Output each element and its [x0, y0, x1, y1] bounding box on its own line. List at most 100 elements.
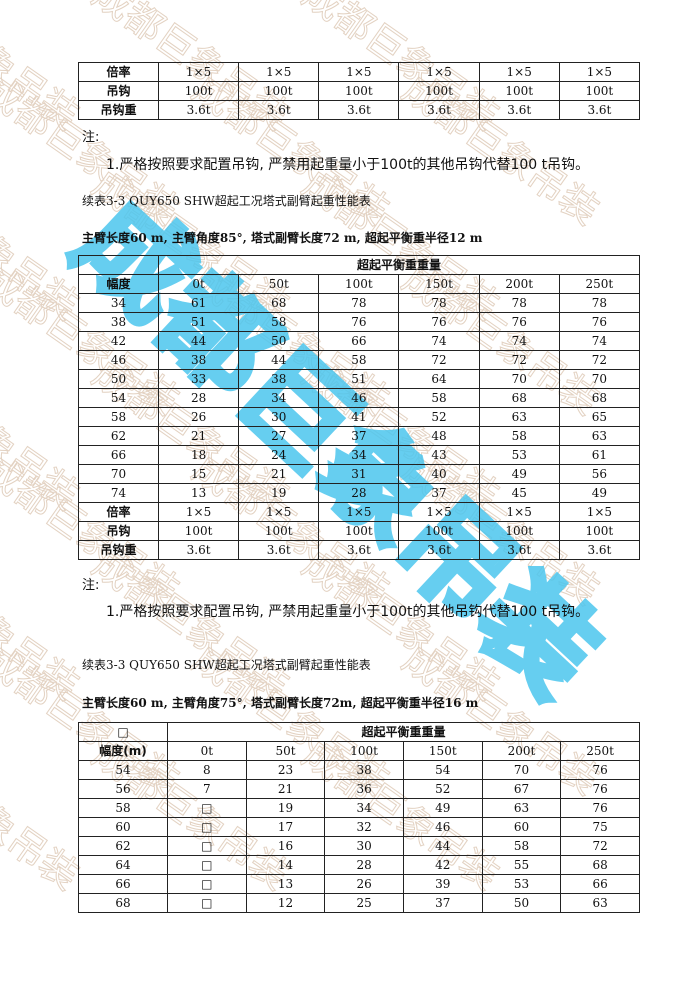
table-cell: 50t [245, 741, 326, 761]
table-row: 吊钩重 3.6t 3.6t 3.6t 3.6t 3.6t 3.6t [78, 540, 641, 560]
table-cell: 66 [318, 331, 400, 351]
table-cell: 75 [560, 817, 640, 837]
table-cell: 100t [157, 81, 240, 101]
table-cell: 200t [481, 741, 562, 761]
table-cell: 55 [481, 855, 562, 875]
table-cell: 45 [478, 483, 560, 503]
table-cell: 28 [157, 388, 240, 408]
table-cell: 3.6t [318, 100, 400, 120]
note-label: 注: [82, 130, 100, 145]
table-cell: 52 [398, 407, 480, 427]
table-row: 幅度(m) 0t 50t 100t 150t 200t 250t [78, 741, 640, 761]
table-cell: 74 [478, 331, 560, 351]
table-cell: 58 [78, 407, 159, 427]
table-cell: 50t [238, 274, 320, 294]
table-cell: 34 [324, 798, 404, 818]
table-cell: □ [167, 893, 247, 913]
load-chart-table-16m: □ 超起平衡重重量 幅度(m) 0t 50t 100t 150t 200t 250t 54 8 23 3… [78, 722, 640, 913]
table-cell: 超起平衡重重量 [158, 255, 640, 275]
table-cell: 78 [318, 293, 400, 313]
table-cell: 63 [478, 407, 560, 427]
table-cell: 38 [157, 350, 240, 370]
table-cell: 70 [558, 369, 641, 389]
table-cell: 幅度 [78, 274, 159, 294]
table-cell: 1×5 [478, 502, 560, 522]
table-row: 倍率 1×5 1×5 1×5 1×5 1×5 1×5 [78, 502, 641, 522]
table-cell: 200t [478, 274, 560, 294]
table-cell: 18 [157, 445, 240, 465]
table-cell: 44 [157, 331, 240, 351]
faint-watermark-text: 成都巨象吊装 [85, 541, 297, 708]
table-cell: 19 [238, 483, 320, 503]
table-cell: 1×5 [157, 62, 240, 82]
table-cell: 74 [398, 331, 480, 351]
table-cell: 14 [245, 855, 326, 875]
table-cell: 3.6t [478, 540, 560, 560]
table-cell: 56 [78, 779, 168, 799]
table-cell: 23 [245, 760, 326, 780]
table-cell: 40 [398, 464, 480, 484]
table-cell: 150t [398, 274, 480, 294]
table-cell: 34 [78, 293, 159, 313]
table-cell: 58 [238, 312, 320, 332]
table-cell: 100t [318, 274, 400, 294]
table-cell: 49 [558, 483, 641, 503]
note-text: 1.严格按照要求配置吊钩, 严禁用起重量小于100t的其他吊钩代替100 t吊钩… [106, 157, 590, 173]
table-cell: 8 [167, 760, 247, 780]
table-cell: 1×5 [318, 502, 400, 522]
table-cell: 68 [78, 893, 168, 913]
table-cell: 31 [318, 464, 400, 484]
table-cell: 100t [318, 81, 400, 101]
table-cell: 0t [167, 741, 247, 761]
table-cell: 52 [402, 779, 483, 799]
table-row: 吊钩重 3.6t 3.6t 3.6t 3.6t 3.6t 3.6t [78, 100, 641, 120]
table-cell: 吊钩 [78, 81, 159, 101]
table-cell: 3.6t [398, 100, 480, 120]
table-cell: 44 [402, 836, 483, 856]
table-cell: 100t [478, 521, 560, 541]
table-cell: 68 [238, 293, 320, 313]
table-cell: 25 [324, 893, 404, 913]
table-cell: 33 [157, 369, 240, 389]
table-cell: 100t [324, 741, 404, 761]
table-cell: 3.6t [238, 540, 320, 560]
faint-watermark-text: 成都巨象吊装 [295, 541, 507, 708]
table-cell: 43 [398, 445, 480, 465]
table-cell: 70 [78, 464, 159, 484]
table-cell: 67 [481, 779, 562, 799]
table-cell: 58 [481, 836, 562, 856]
table-cell: 70 [481, 760, 562, 780]
table-continuation-footer: 倍率 1×5 1×5 1×5 1×5 1×5 1×5 吊钩 100t 100t 100t 100t 10… [78, 62, 641, 120]
table-cell: 30 [324, 836, 404, 856]
table-cell: 54 [78, 760, 168, 780]
table-cell: 70 [478, 369, 560, 389]
table-cell: 1×5 [398, 502, 480, 522]
note-text: 1.严格按照要求配置吊钩, 严禁用起重量小于100t的其他吊钩代替100 t吊钩… [106, 604, 590, 620]
table-row: 66 18 24 34 43 53 61 [78, 445, 641, 465]
table-row: 68 □ 12 25 37 50 63 [78, 893, 640, 913]
table-cell: 60 [78, 817, 168, 837]
table-cell: 吊钩 [78, 521, 159, 541]
table-cell: 76 [398, 312, 480, 332]
table-cell: 100t [238, 81, 320, 101]
table-row: 62 21 27 37 48 58 63 [78, 426, 641, 446]
table-cell: 58 [318, 350, 400, 370]
table-cell: 56 [558, 464, 641, 484]
table-cell: 61 [157, 293, 240, 313]
table-cell: 63 [560, 893, 640, 913]
table-cell: 36 [324, 779, 404, 799]
table-row: 66 □ 13 26 39 53 66 [78, 874, 640, 894]
table-cell: 58 [78, 798, 168, 818]
table-cell: 78 [478, 293, 560, 313]
table-cell: 66 [78, 445, 159, 465]
table-row: 64 □ 14 28 42 55 68 [78, 855, 640, 875]
table-cell: 3.6t [238, 100, 320, 120]
table-cell: □ [167, 817, 247, 837]
table-cell: 78 [398, 293, 480, 313]
table-cell: 49 [478, 464, 560, 484]
table-cell: □ [167, 855, 247, 875]
table-cell: 50 [78, 369, 159, 389]
table-row: 58 □ 19 34 49 63 76 [78, 798, 640, 818]
table-cell: 3.6t [558, 100, 641, 120]
table-cell: 7 [167, 779, 247, 799]
